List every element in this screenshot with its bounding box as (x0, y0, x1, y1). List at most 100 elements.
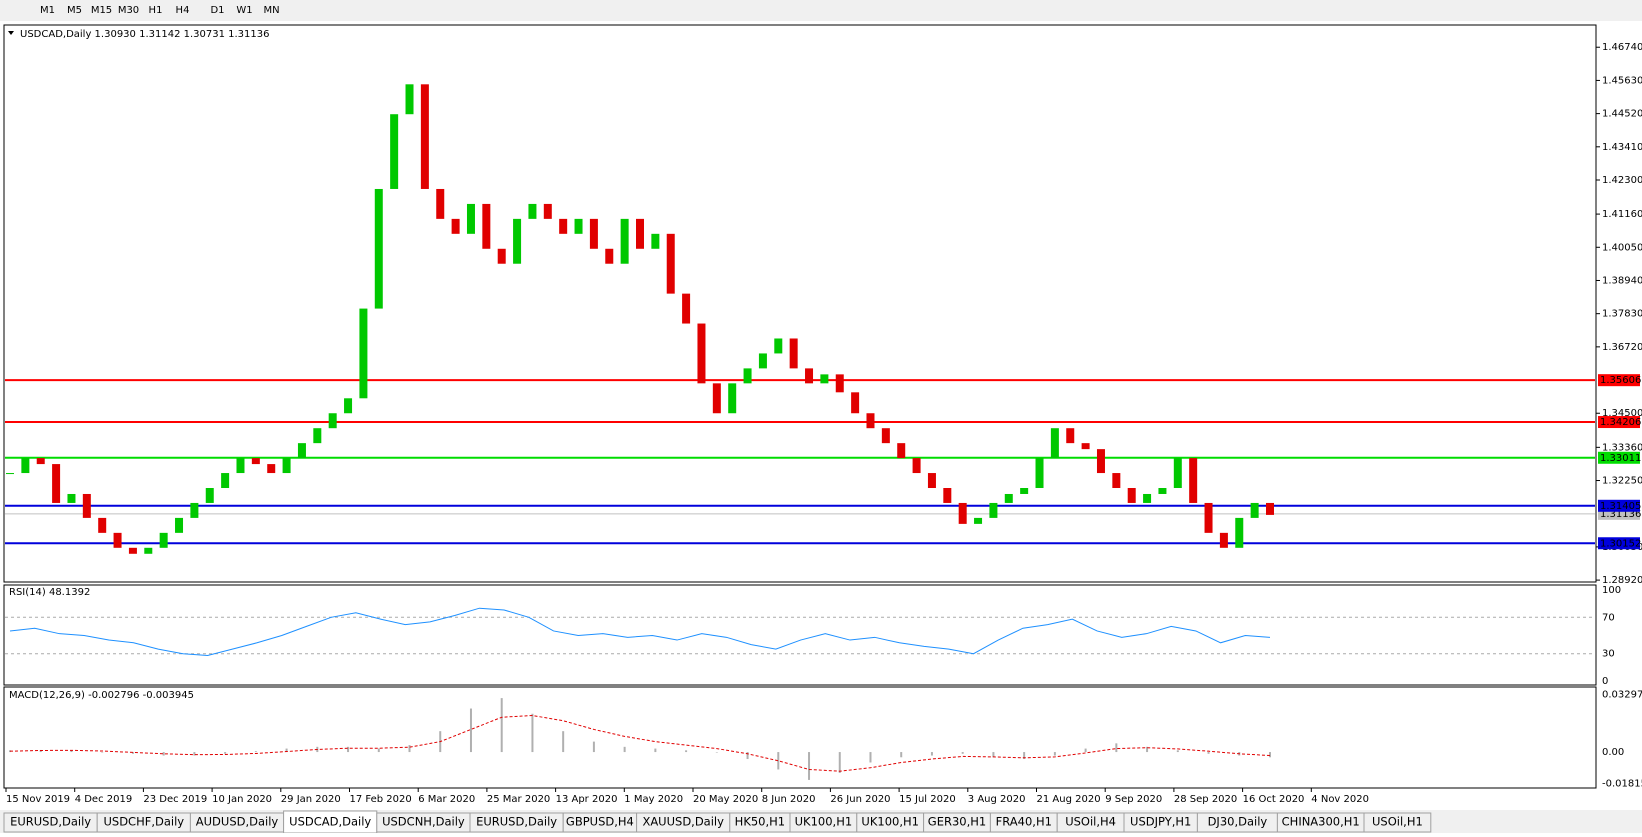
macd-bar (500, 698, 503, 753)
tab-label: UK100,H1 (795, 815, 853, 829)
level-line-tag (1598, 537, 1640, 550)
level-line-tag (1598, 374, 1640, 387)
candle (297, 443, 306, 459)
candle (1158, 488, 1167, 494)
macd-tick-label: 0.00 (1602, 747, 1624, 758)
rsi-line (9, 607, 1271, 657)
tab-label: EURUSD,Daily (476, 815, 557, 829)
timeframe-button[interactable] (115, 2, 142, 18)
x-tick-label: 21 Aug 2020 (1037, 794, 1101, 805)
candle (758, 353, 767, 369)
candle (1235, 517, 1244, 548)
candle (1066, 428, 1075, 444)
y-tick-label: 1.41160 (1602, 209, 1642, 220)
candle (636, 218, 644, 249)
timeframe-button[interactable] (169, 2, 196, 18)
macd-bar (1269, 752, 1271, 758)
candle (559, 218, 568, 234)
timeframe-label: MN (263, 5, 279, 16)
y-tick-label: 1.33360 (1602, 442, 1642, 453)
x-tick-label: 17 Feb 2020 (350, 794, 412, 805)
candle (989, 502, 998, 518)
candle (866, 413, 875, 429)
macd-bar (746, 752, 749, 760)
x-tick-label: 25 Mar 2020 (487, 794, 550, 805)
candle (789, 338, 798, 369)
macd-bar (101, 752, 104, 753)
tab-label: USOil,H1 (1372, 815, 1423, 829)
timeframe-button[interactable] (258, 2, 285, 18)
candle (513, 218, 522, 264)
candle (1189, 458, 1198, 503)
timeframe-button[interactable] (34, 2, 61, 18)
y-tick-label: 1.42300 (1602, 175, 1642, 186)
chart-area (0, 21, 1642, 810)
macd-bar (70, 750, 73, 753)
level-line-tag-label: 1.34206 (1600, 417, 1641, 428)
candle (1096, 449, 1105, 474)
timeframe-button[interactable] (204, 2, 231, 18)
candle (574, 218, 583, 234)
x-tick-label: 9 Sep 2020 (1105, 794, 1162, 805)
candle (436, 188, 445, 219)
candle (52, 464, 61, 503)
level-line-tag (1598, 499, 1640, 512)
x-tick-label: 15 Nov 2019 (6, 794, 70, 805)
macd-bar (193, 752, 196, 756)
toolbar (0, 0, 1642, 21)
x-tick-label: 16 Oct 2020 (1243, 794, 1305, 805)
macd-tick-label: 0.032972 (1602, 690, 1642, 701)
macd-bar (1084, 748, 1087, 753)
timeframe-label: M5 (67, 5, 82, 16)
candle (6, 473, 14, 475)
macd-bar (838, 752, 841, 773)
candle (1143, 493, 1152, 503)
tab-label: HK50,H1 (735, 815, 785, 829)
candle (682, 293, 691, 324)
candle (21, 458, 30, 474)
candle (344, 398, 353, 414)
timeframe-button[interactable] (142, 2, 169, 18)
macd-bar (685, 750, 688, 753)
timeframe-label: M30 (118, 5, 139, 16)
candle (359, 308, 368, 399)
y-tick-label: 1.44520 (1602, 109, 1642, 120)
candle (67, 493, 76, 503)
macd-bar (1115, 743, 1118, 753)
candle (113, 532, 122, 548)
macd-bar (869, 752, 872, 763)
candle (1112, 473, 1121, 489)
chart-header: USDCAD,Daily 1.30930 1.31142 1.30731 1.3… (20, 29, 270, 40)
tab-label: USDCNH,Daily (382, 815, 465, 829)
level-line-tag (1598, 451, 1640, 464)
macd-panel (3, 686, 1597, 789)
candle (1020, 488, 1029, 494)
macd-bar (961, 752, 964, 754)
candle (221, 473, 230, 489)
timeframe-button[interactable] (88, 2, 115, 18)
x-tick-label: 10 Jan 2020 (212, 794, 272, 805)
tab-label: AUDUSD,Daily (196, 815, 279, 829)
candle (897, 443, 906, 459)
timeframe-button[interactable] (231, 2, 258, 18)
tab[interactable] (1363, 812, 1432, 833)
level-line-tag-label: 1.31405 (1600, 501, 1641, 512)
tab-label: USOil,H4 (1065, 815, 1116, 829)
timeframe-label: H4 (176, 5, 190, 16)
macd-bar (592, 741, 595, 753)
candle (144, 547, 153, 554)
y-tick-label: 1.37830 (1602, 309, 1642, 320)
macd-bar (1146, 746, 1149, 753)
timeframe-label: H1 (149, 5, 163, 16)
x-tick-label: 28 Sep 2020 (1174, 794, 1237, 805)
x-tick-label: 13 Apr 2020 (556, 794, 618, 805)
level-line-tag-label: 1.30152 (1600, 538, 1641, 549)
candle (605, 248, 614, 264)
macd-bar (992, 752, 995, 758)
candle (267, 464, 276, 474)
candle (313, 428, 322, 444)
timeframe-button[interactable] (61, 2, 88, 18)
candle (282, 458, 291, 474)
y-tick-label: 1.46740 (1602, 42, 1642, 53)
